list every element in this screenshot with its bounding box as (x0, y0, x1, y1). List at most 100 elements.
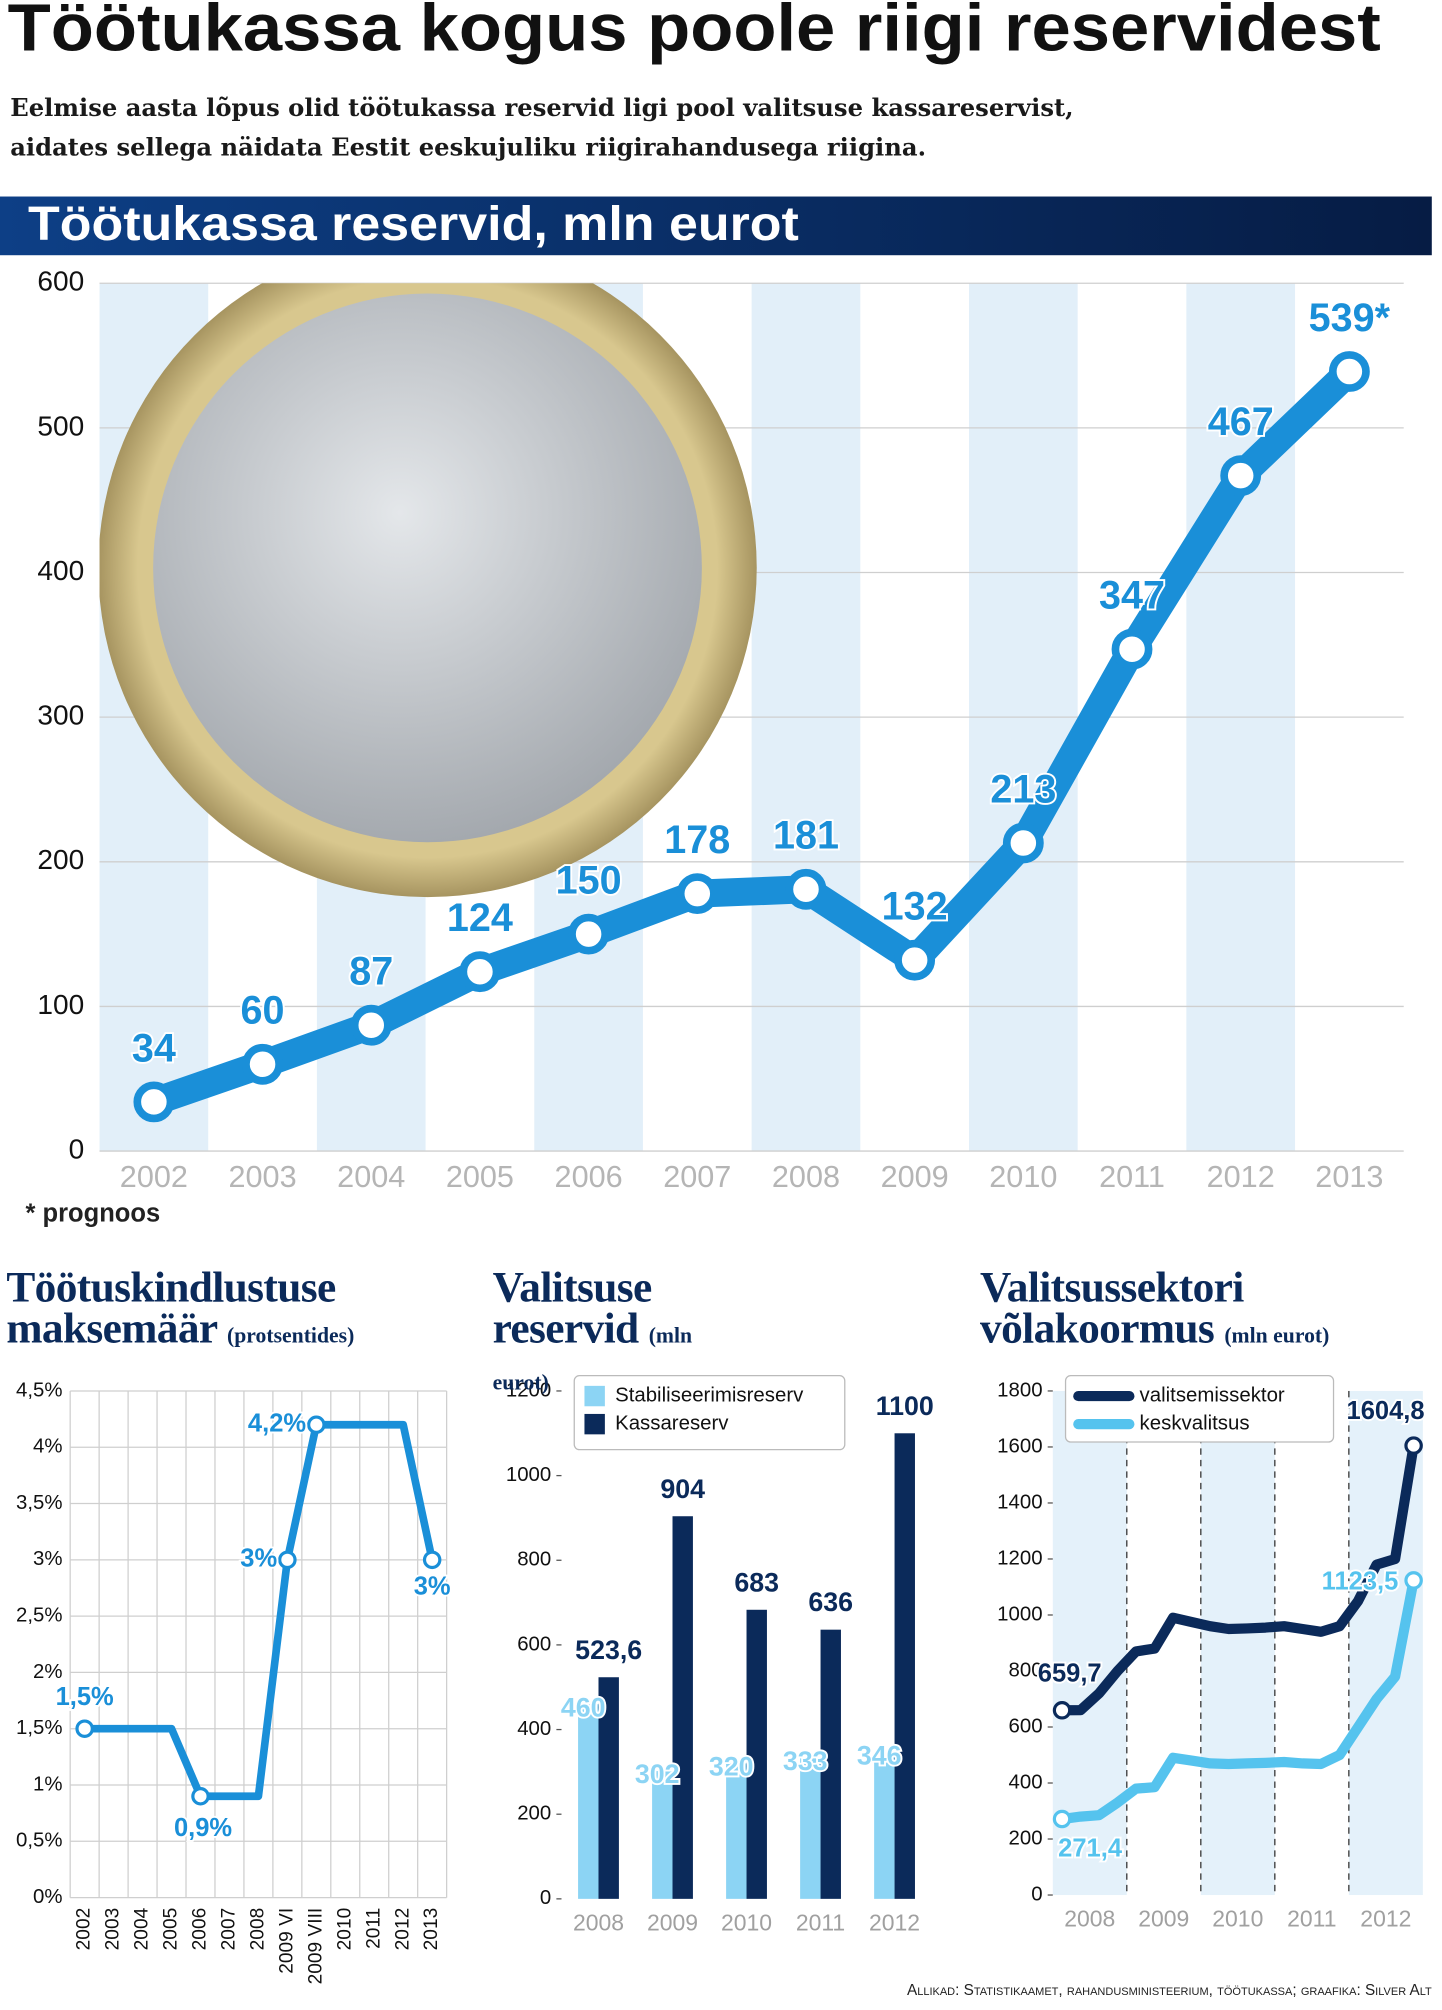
x-tick-label: 2005 (161, 1908, 182, 1951)
data-point (568, 913, 610, 955)
data-label: 181 (773, 814, 839, 858)
x-tick-label: 2010 (1212, 1906, 1263, 1932)
y-tick-label: 0,5% (16, 1830, 63, 1852)
bar (820, 1629, 841, 1899)
y-tick-label: 3% (33, 1548, 62, 1570)
y-tick-label: 600 (37, 266, 84, 297)
x-tick-label: 2008 (247, 1908, 268, 1951)
y-tick-label: 1000 (997, 1603, 1042, 1625)
chart-title: Töötuskindlustuse maksemäär (6, 1264, 336, 1353)
y-tick-label: 4% (33, 1436, 62, 1458)
footnote: * prognoos (26, 1200, 161, 1228)
legend-label: keskvalitsus (1140, 1413, 1250, 1435)
x-tick-label: 2005 (446, 1160, 514, 1194)
data-point (242, 1043, 283, 1085)
y-tick-label: 2,5% (16, 1605, 63, 1627)
y-tick-label: 1600 (997, 1435, 1042, 1457)
data-label: 904 (660, 1474, 705, 1504)
data-label: 467 (1208, 400, 1274, 444)
x-tick-label: 2012 (1207, 1160, 1275, 1194)
data-point (75, 1719, 94, 1738)
title-banner (0, 196, 1432, 256)
chart-title: Valitsuse reservid (492, 1264, 653, 1353)
y-tick-label: 800 (1009, 1659, 1043, 1681)
data-point (1002, 822, 1044, 864)
bar (726, 1763, 747, 1899)
x-tick-label: 2009 (1138, 1906, 1189, 1932)
data-point (1220, 455, 1262, 497)
data-point (676, 873, 718, 915)
x-tick-label: 2003 (103, 1908, 124, 1951)
data-label: 320 (709, 1752, 754, 1782)
data-line (1056, 1575, 1419, 1825)
y-tick-label: 800 (517, 1549, 551, 1571)
y-tick-label: 400 (37, 555, 84, 586)
x-tick-label: 2006 (190, 1908, 211, 1951)
data-point (422, 1550, 442, 1570)
source: Allikad: Statistikaamet, rahandusministe… (907, 1982, 1432, 1999)
data-label: 460 (561, 1692, 606, 1722)
data-label: 659,7 (1038, 1659, 1102, 1687)
x-tick-label: 2002 (120, 1160, 188, 1194)
y-tick-label: 0% (33, 1886, 62, 1908)
legend-swatch (584, 1385, 605, 1407)
bar (874, 1752, 895, 1899)
y-tick-label: 600 (1009, 1715, 1043, 1737)
y-tick-label: 3,5% (16, 1492, 63, 1514)
data-line (1056, 1440, 1419, 1716)
data-label: 3% (414, 1573, 451, 1601)
data-point (1404, 1436, 1423, 1455)
data-label: 213 (990, 767, 1056, 811)
legend-label: Stabiliseerimisreserv (615, 1384, 804, 1406)
data-point (307, 1415, 326, 1434)
bar (672, 1516, 693, 1899)
data-label: 683 (734, 1567, 779, 1597)
bar (746, 1609, 767, 1899)
x-tick-label: 2002 (74, 1908, 95, 1951)
x-tick-label: 2011 (1287, 1906, 1336, 1932)
data-line (80, 1420, 436, 1801)
x-tick-label: 2008 (772, 1160, 840, 1194)
data-point (278, 1550, 297, 1570)
data-label: 1,5% (56, 1683, 114, 1711)
y-tick-label: 0 (540, 1887, 551, 1909)
y-tick-label: 400 (1009, 1771, 1043, 1793)
data-point (1404, 1571, 1423, 1590)
data-label: 347 (1099, 574, 1165, 618)
legend-swatch (584, 1413, 605, 1435)
bar (578, 1704, 599, 1899)
y-tick-label: 1800 (997, 1379, 1042, 1401)
y-tick-label: 2% (33, 1661, 62, 1683)
x-tick-label: 2004 (337, 1160, 405, 1194)
band-shade (1200, 1390, 1275, 1896)
data-label: 302 (635, 1759, 680, 1789)
x-tick-label: 2007 (219, 1908, 240, 1951)
data-label: 87 (349, 950, 393, 994)
bar (800, 1757, 821, 1899)
data-label: 333 (783, 1746, 828, 1776)
data-point (1052, 1809, 1072, 1829)
data-point (1328, 351, 1370, 392)
chart-title-block: Valitsussektori võlakoormus (mln eurot) (980, 1264, 1363, 1356)
data-label: 178 (664, 818, 730, 862)
x-tick-label: 2010 (334, 1908, 355, 1951)
x-tick-label: 2007 (663, 1160, 731, 1194)
chart-subtitle: (protsentides) (226, 1323, 355, 1348)
data-label: 636 (808, 1587, 853, 1617)
x-tick-label: 2008 (573, 1909, 624, 1935)
bar (598, 1677, 619, 1899)
data-label: 346 (857, 1741, 902, 1771)
x-tick-label: 2008 (1064, 1906, 1115, 1932)
page-title: Töötukassa kogus poole riigi reservidest (8, 0, 1381, 66)
x-tick-label: 2013 (421, 1908, 442, 1951)
x-tick-label: 2010 (721, 1909, 772, 1935)
bar (894, 1433, 915, 1899)
data-point (785, 868, 827, 910)
data-point (1052, 1701, 1072, 1720)
chart-title: Valitsussektori võlakoormus (980, 1264, 1244, 1353)
data-label: 1100 (876, 1391, 934, 1421)
y-tick-label: 1,5% (16, 1717, 63, 1739)
subtitle: Eelmise aasta lõpus olid töötukassa rese… (10, 94, 1074, 163)
